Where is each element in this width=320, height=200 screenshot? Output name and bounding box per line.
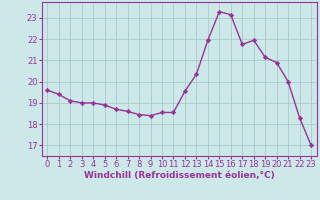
- X-axis label: Windchill (Refroidissement éolien,°C): Windchill (Refroidissement éolien,°C): [84, 171, 275, 180]
